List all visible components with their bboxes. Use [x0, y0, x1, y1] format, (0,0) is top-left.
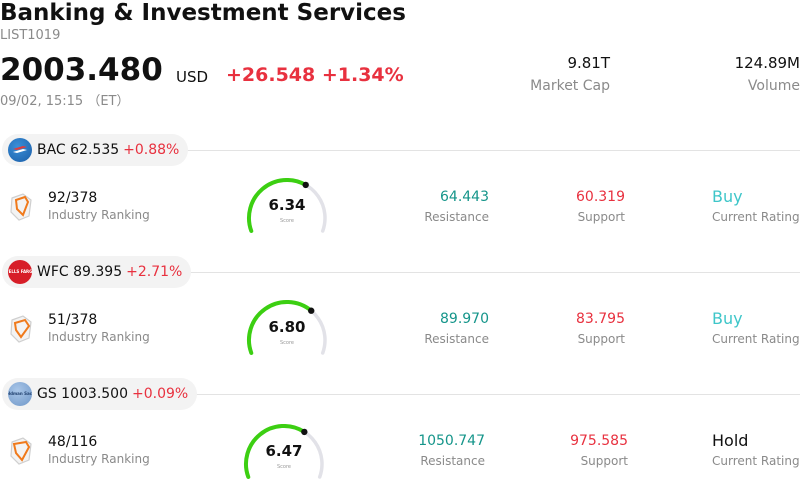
rating-label: Current Rating: [712, 454, 800, 468]
stock-card-bac: BAC 62.535 +0.88% 92/378 Industry Rankin…: [0, 134, 800, 244]
score-gauge: 6.34 Score: [244, 178, 330, 234]
rating-value: Buy: [712, 187, 743, 206]
score-label: Score: [276, 464, 291, 470]
support: 975.585 Support: [570, 433, 628, 468]
ranking-label: Industry Ranking: [48, 330, 150, 344]
rating-label: Current Rating: [712, 210, 800, 224]
score-label: Score: [279, 218, 294, 224]
score-value: 6.47: [265, 442, 303, 460]
stock-symbol: WFC 89.395: [37, 264, 123, 280]
resistance: 64.443 Resistance: [424, 189, 489, 224]
rating-label: Current Rating: [712, 332, 800, 346]
gs-logo-icon: Goldman Sachs: [8, 382, 32, 406]
resistance-label: Resistance: [424, 210, 489, 224]
stock-symbol: GS 1003.500: [37, 386, 128, 402]
timestamp: 09/02, 15:15 （ET）: [0, 94, 130, 109]
stock-card-wfc: WELLS FARGO WFC 89.395 +2.71% 51/378 Ind…: [0, 256, 800, 366]
stock-chip-gs[interactable]: Goldman Sachs GS 1003.500 +0.09%: [2, 378, 198, 410]
resistance-value: 89.970: [440, 311, 489, 327]
support: 60.319 Support: [576, 189, 625, 224]
page-title: Banking & Investment Services: [0, 0, 406, 26]
wfc-logo-icon: WELLS FARGO: [8, 260, 32, 284]
resistance-value: 64.443: [440, 189, 489, 205]
ranking-label: Industry Ranking: [48, 208, 150, 222]
score-value: 6.80: [268, 318, 306, 336]
support-label: Support: [577, 332, 625, 346]
stock-change: +0.88%: [123, 142, 180, 158]
stock-chip-wfc[interactable]: WELLS FARGO WFC 89.395 +2.71%: [2, 256, 192, 288]
current-rating: Buy Current Rating: [712, 187, 800, 224]
industry-ranking-icon: [10, 315, 32, 343]
ranking-label: Industry Ranking: [48, 452, 150, 466]
gauge-fill: [247, 178, 308, 233]
support-value: 60.319: [576, 189, 625, 205]
resistance: 89.970 Resistance: [424, 311, 489, 346]
score-value: 6.34: [268, 196, 306, 214]
support-value: 83.795: [576, 311, 625, 327]
resistance-label: Resistance: [420, 454, 485, 468]
stock-symbol: BAC 62.535: [37, 142, 120, 158]
divider: [180, 272, 800, 273]
gauge-fill: [244, 424, 307, 479]
gauge-marker: [302, 181, 309, 189]
score-gauge: 6.47 Score: [241, 424, 327, 480]
market-cap-label: Market Cap: [530, 78, 610, 94]
stock-chip-bac[interactable]: BAC 62.535 +0.88%: [2, 134, 189, 166]
support: 83.795 Support: [576, 311, 625, 346]
support-label: Support: [577, 210, 625, 224]
currency-label: USD: [176, 68, 209, 86]
volume: 124.89M Volume: [735, 54, 800, 94]
market-cap-value: 9.81T: [567, 54, 610, 72]
resistance: 1050.747 Resistance: [418, 433, 485, 468]
industry-ranking-icon: [10, 193, 32, 221]
resistance-value: 1050.747: [418, 433, 485, 449]
support-label: Support: [580, 454, 628, 468]
gauge-fill: [247, 300, 314, 355]
current-rating: Buy Current Rating: [712, 309, 800, 346]
score-gauge: 6.80 Score: [244, 300, 330, 356]
index-code: LIST1019: [0, 28, 61, 43]
stock-card-gs: Goldman Sachs GS 1003.500 +0.09% 48/116 …: [0, 378, 800, 488]
ranking-value: 92/378: [48, 190, 98, 206]
index-price: 2003.480: [0, 52, 163, 88]
resistance-label: Resistance: [424, 332, 489, 346]
rating-value: Buy: [712, 309, 743, 328]
industry-ranking-icon: [10, 437, 32, 465]
rating-value: Hold: [712, 431, 749, 450]
ranking-value: 51/378: [48, 312, 98, 328]
divider: [180, 394, 800, 395]
score-label: Score: [279, 340, 294, 346]
divider: [180, 150, 800, 151]
stock-change: +0.09%: [132, 386, 189, 402]
ranking-value: 48/116: [48, 434, 98, 450]
market-cap: 9.81T Market Cap: [530, 54, 610, 94]
gauge-marker: [301, 428, 308, 436]
volume-label: Volume: [747, 78, 800, 94]
current-rating: Hold Current Rating: [712, 431, 800, 468]
index-change: +26.548 +1.34%: [226, 64, 404, 86]
gauge-marker: [308, 307, 315, 314]
volume-value: 124.89M: [734, 54, 800, 72]
bac-logo-icon: [8, 138, 32, 162]
stock-change: +2.71%: [126, 264, 183, 280]
support-value: 975.585: [570, 433, 628, 449]
